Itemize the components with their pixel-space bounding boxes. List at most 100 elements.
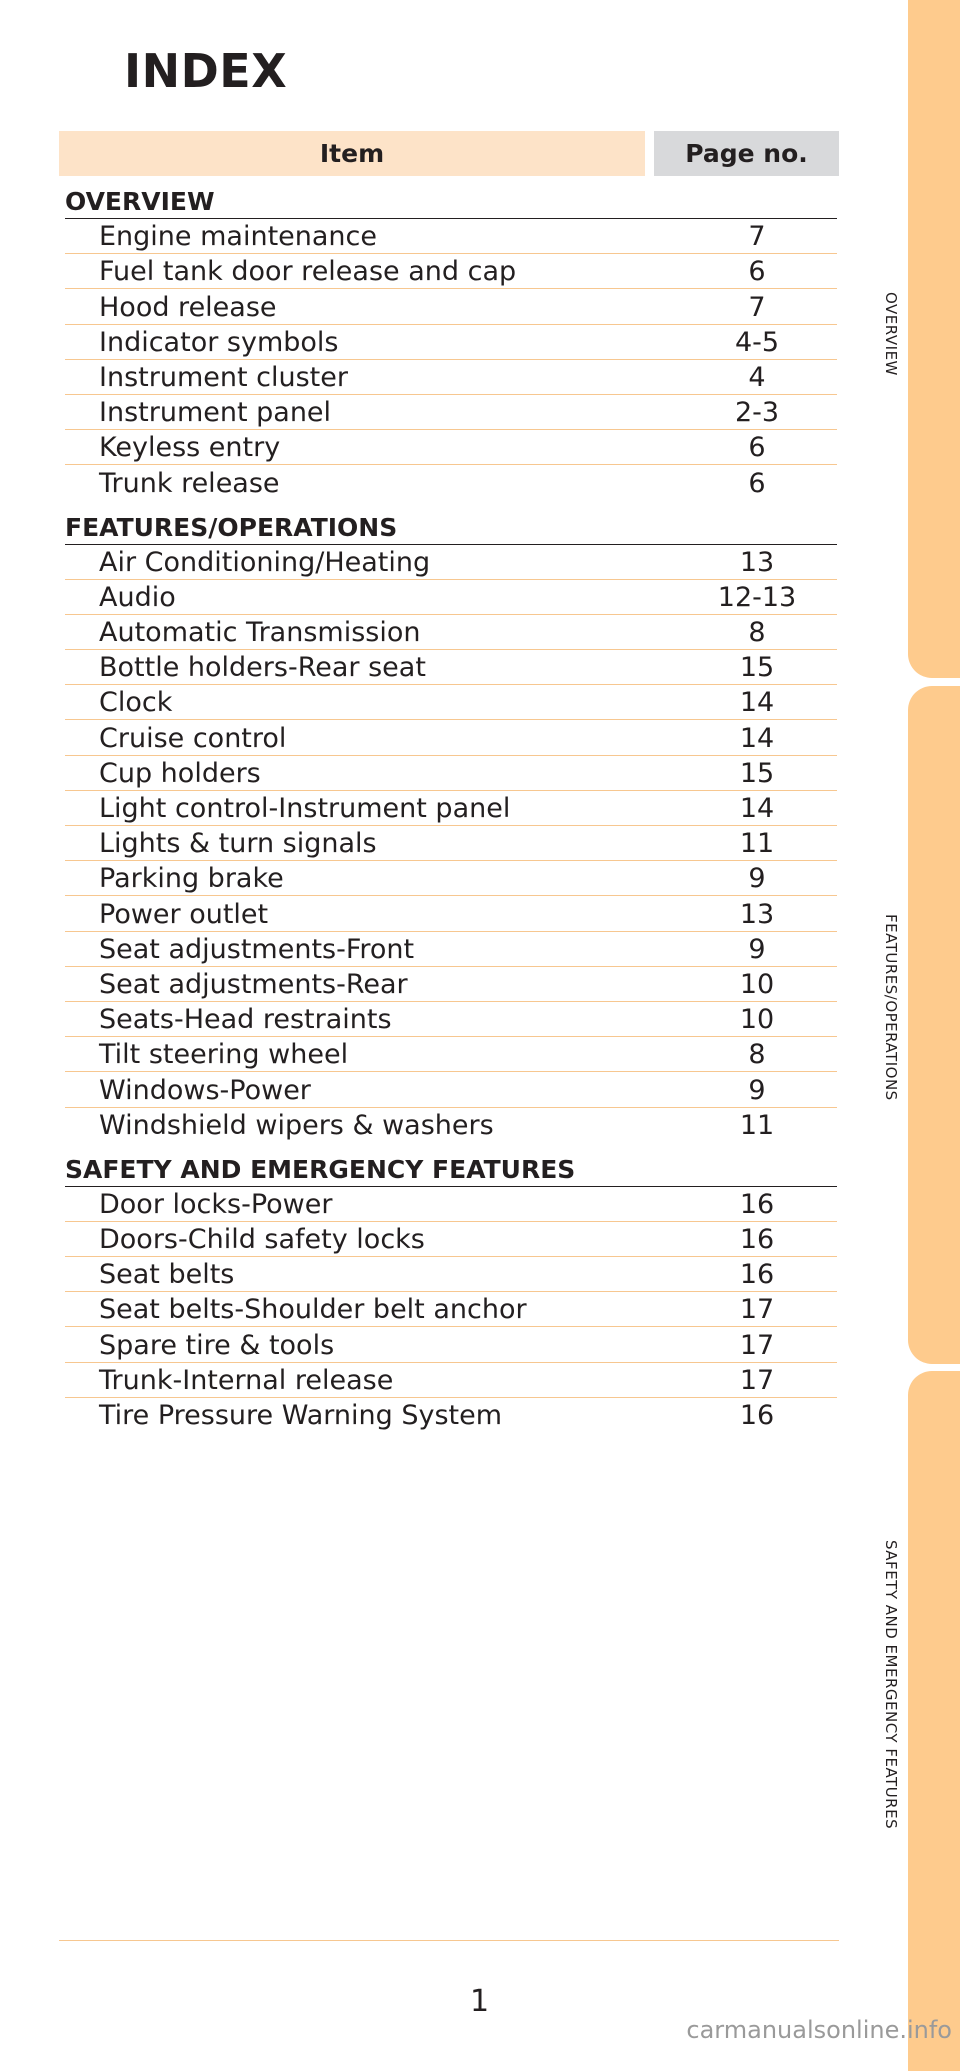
section-heading: OVERVIEW xyxy=(65,183,837,219)
index-row[interactable]: Windows-Power 9 xyxy=(65,1072,837,1108)
index-row[interactable]: Seats-Head restraints 10 xyxy=(65,1002,837,1038)
index-section: FEATURES/OPERATIONS Air Conditioning/Heat… xyxy=(65,509,837,1143)
index-item-label: Windshield wipers & washers xyxy=(99,1109,494,1141)
index-row[interactable]: Bottle holders-Rear seat 15 xyxy=(65,650,837,686)
index-item-label: Air Conditioning/Heating xyxy=(99,546,431,578)
watermark: carmanualsonline.info xyxy=(686,2016,952,2044)
index-item-label: Seat adjustments-Rear xyxy=(99,968,408,1000)
index-row[interactable]: Instrument cluster 4 xyxy=(65,360,837,395)
index-page-number: 16 xyxy=(739,1188,775,1220)
index-page-number: 14 xyxy=(739,793,775,824)
index-row[interactable]: Automatic Transmission 8 xyxy=(65,615,837,651)
index-row[interactable]: Power outlet 13 xyxy=(65,896,837,932)
column-header-page: Page no. xyxy=(654,131,839,176)
index-item-label: Door locks-Power xyxy=(99,1188,333,1220)
index-item-label: Clock xyxy=(99,687,173,719)
index-row[interactable]: Trunk release 6 xyxy=(65,465,837,500)
side-tab-label-features-operations: FEATURES/OPERATIONS xyxy=(882,914,900,1101)
index-row[interactable]: Windshield wipers & washers 11 xyxy=(65,1108,837,1143)
side-tab-features-operations[interactable] xyxy=(908,686,960,1364)
index-row[interactable]: Seat adjustments-Front 9 xyxy=(65,932,837,967)
index-item-label: Cup holders xyxy=(99,757,261,789)
index-row[interactable]: Instrument panel 2-3 xyxy=(65,395,837,431)
index-page-number: 7 xyxy=(748,291,766,323)
side-tab-safety-emergency[interactable] xyxy=(908,1371,960,2071)
index-row[interactable]: Tire Pressure Warning System 16 xyxy=(65,1398,837,1433)
index-item-label: Engine maintenance xyxy=(99,221,378,253)
index-page-number: 2-3 xyxy=(734,397,780,429)
index-page-number: 13 xyxy=(739,546,775,578)
index-item-label: Hood release xyxy=(99,291,277,323)
index-row[interactable]: Seat belts 16 xyxy=(65,1257,837,1293)
page-number: 1 xyxy=(470,1984,490,2019)
index-row[interactable]: Indicator symbols 4-5 xyxy=(65,325,837,360)
index-item-label: Audio xyxy=(99,581,176,613)
index-item-label: Seat adjustments-Front xyxy=(99,933,415,965)
index-row[interactable]: Light control-Instrument panel 14 xyxy=(65,791,837,826)
index-row[interactable]: Spare tire & tools 17 xyxy=(65,1327,837,1363)
index-row[interactable]: Door locks-Power 16 xyxy=(65,1187,837,1222)
index-row[interactable]: Keyless entry 6 xyxy=(65,430,837,466)
side-tab-overview[interactable] xyxy=(908,0,960,678)
index-item-label: Instrument panel xyxy=(99,397,332,429)
index-item-label: Cruise control xyxy=(99,722,287,754)
page-title: INDEX xyxy=(124,44,288,98)
index-item-label: Spare tire & tools xyxy=(99,1329,335,1361)
index-page-number: 14 xyxy=(739,687,775,719)
index-page-number: 16 xyxy=(739,1400,775,1431)
index-section: SAFETY AND EMERGENCY FEATURES Door locks-… xyxy=(65,1151,837,1433)
index-page-number: 17 xyxy=(739,1329,775,1361)
index-row[interactable]: Cup holders 15 xyxy=(65,756,837,791)
index-page-number: 7 xyxy=(748,221,766,253)
index-row[interactable]: Parking brake 9 xyxy=(65,861,837,897)
index-row[interactable]: Cruise control 14 xyxy=(65,720,837,756)
index-page-number: 10 xyxy=(739,1004,775,1036)
index-page-number: 9 xyxy=(748,1074,766,1106)
table-header: Item Page no. xyxy=(59,131,839,176)
index-page-number: 4 xyxy=(748,361,766,393)
index-page-number: 9 xyxy=(748,933,766,965)
index-row[interactable]: Audio 12-13 xyxy=(65,580,837,615)
index-page-number: 6 xyxy=(748,256,766,288)
index-page-number: 11 xyxy=(739,828,775,860)
index-item-label: Fuel tank door release and cap xyxy=(99,256,517,288)
index-row[interactable]: Seat adjustments-Rear 10 xyxy=(65,967,837,1002)
index-item-label: Indicator symbols xyxy=(99,326,339,358)
index-row[interactable]: Air Conditioning/Heating 13 xyxy=(65,545,837,580)
index-row[interactable]: Tilt steering wheel 8 xyxy=(65,1037,837,1073)
index-row[interactable]: Clock 14 xyxy=(65,685,837,721)
index-item-label: Seats-Head restraints xyxy=(99,1004,392,1036)
index-row[interactable]: Engine maintenance 7 xyxy=(65,219,837,255)
index-item-label: Seat belts xyxy=(99,1259,235,1291)
index-row[interactable]: Seat belts-Shoulder belt anchor 17 xyxy=(65,1292,837,1328)
index-item-label: Tire Pressure Warning System xyxy=(99,1400,503,1431)
index-row[interactable]: Trunk-Internal release 17 xyxy=(65,1363,837,1398)
index-row[interactable]: Doors-Child safety locks 16 xyxy=(65,1222,837,1258)
index-item-label: Instrument cluster xyxy=(99,361,348,393)
index-item-label: Trunk-Internal release xyxy=(99,1364,394,1396)
index-page-number: 16 xyxy=(739,1224,775,1256)
section-heading: SAFETY AND EMERGENCY FEATURES xyxy=(65,1151,837,1187)
index-page-number: 13 xyxy=(739,898,775,930)
index-item-label: Automatic Transmission xyxy=(99,617,421,649)
index-row[interactable]: Lights & turn signals 11 xyxy=(65,826,837,862)
index-item-label: Keyless entry xyxy=(99,432,281,464)
index-page-number: 6 xyxy=(748,467,766,499)
index-page-number: 17 xyxy=(739,1364,775,1396)
index-row[interactable]: Hood release 7 xyxy=(65,289,837,325)
index-item-label: Doors-Child safety locks xyxy=(99,1224,425,1256)
index-item-label: Seat belts-Shoulder belt anchor xyxy=(99,1294,527,1326)
index-page-number: 6 xyxy=(748,432,766,464)
index-page-number: 14 xyxy=(739,722,775,754)
index-item-label: Windows-Power xyxy=(99,1074,311,1106)
index-page-number: 9 xyxy=(748,863,766,895)
index-section: OVERVIEW Engine maintenance 7 Fuel tank doo… xyxy=(65,183,837,501)
side-tab-label-safety-emergency: SAFETY AND EMERGENCY FEATURES xyxy=(882,1540,900,1830)
index-row[interactable]: Fuel tank door release and cap 6 xyxy=(65,254,837,290)
index-page-number: 4-5 xyxy=(734,326,780,358)
index-item-label: Tilt steering wheel xyxy=(99,1039,349,1071)
index-page-number: 8 xyxy=(748,1039,766,1071)
index-page-number: 15 xyxy=(739,652,775,684)
index-table: OVERVIEW Engine maintenance 7 Fuel tank doo… xyxy=(65,183,837,1441)
index-page-number: 8 xyxy=(748,617,766,649)
